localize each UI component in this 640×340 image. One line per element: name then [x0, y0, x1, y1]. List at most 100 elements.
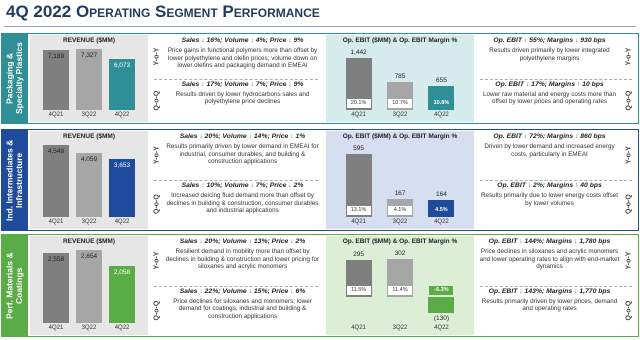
chart-title: Op. EBIT ($MM) & Op. EBIT Margin % — [342, 238, 458, 245]
x-tick-label: 3Q22 — [392, 219, 408, 225]
chart-title: Op. EBIT ($MM) & Op. EBIT Margin % — [342, 37, 458, 44]
comment-headline: Sales ↓ 17%; Volume ↓ 7%; Price ↓ 9% — [181, 80, 304, 88]
divider — [154, 285, 318, 287]
margin-label: 11.4% — [388, 285, 412, 295]
value-label: 595 — [353, 145, 364, 152]
period-label: Y-o-Y — [625, 146, 633, 165]
segment-name: Packaging & Specialty Plastics — [2, 34, 28, 123]
divider — [480, 285, 632, 287]
comment-text: Price gains in functional polymers more … — [167, 47, 318, 70]
segment-name: Ind. Intermediates & Infrastructure — [2, 130, 28, 230]
comment-text: Increased deicing fluid demand more than… — [166, 192, 319, 215]
value-label: 4,548 — [47, 148, 65, 155]
divider — [154, 78, 318, 80]
comment-headline: Sales ↓ 20%; Volume ↓ 14%; Price ↓ 1% — [179, 133, 306, 140]
x-tick-label: 3Q22 — [81, 112, 97, 118]
margin-label: 10.7% — [388, 99, 412, 108]
value-label: 6,073 — [113, 62, 131, 70]
segment-frame — [1, 129, 639, 231]
value-label: 1,442 — [350, 49, 367, 56]
period-label: Q-o-Q — [153, 90, 161, 111]
x-tick-label: 4Q22 — [434, 325, 449, 331]
margin-label: 20.1% — [346, 99, 371, 108]
slide-title: 4Q 2022 Operating Segment Performance — [6, 2, 320, 21]
divider — [480, 180, 632, 181]
value-label: (130) — [433, 315, 450, 322]
x-tick-label: 4Q21 — [351, 325, 366, 331]
x-tick-label: 4Q22 — [114, 325, 130, 331]
margin-label: 4.5% — [429, 206, 454, 215]
comment-text: Price declines for siloxanes and monomer… — [173, 297, 312, 320]
x-tick-label: 4Q22 — [114, 219, 130, 225]
chart-title: REVENUE ($MM) — [62, 238, 115, 245]
chart-title: Op. EBIT ($MM) & Op. EBIT Margin % — [342, 133, 458, 140]
x-tick-label: 4Q22 — [434, 219, 449, 225]
x-tick-label: 3Q22 — [81, 325, 97, 331]
x-tick-label: 4Q22 — [114, 112, 130, 118]
period-label: Q-o-Q — [625, 90, 633, 111]
comment-headline: Op. EBIT ↓ 2%; Margins ↑ 40 bps — [497, 182, 602, 189]
comment-text: Results primarily driven by lower demand… — [166, 143, 319, 166]
value-label: 302 — [394, 250, 406, 257]
comment-text: Driven by lower demand and increased ene… — [484, 143, 615, 158]
title-rule — [4, 26, 636, 27]
value-label: 167 — [394, 190, 406, 198]
period-label: Q-o-Q — [153, 300, 161, 321]
margin-label: -6.3% — [429, 285, 454, 295]
period-label: Y-o-Y — [625, 47, 633, 66]
margin-label: 10.8% — [429, 99, 454, 108]
bar — [109, 266, 136, 323]
margin-label: 4.1% — [388, 206, 412, 215]
period-label: Y-o-Y — [153, 251, 161, 270]
bar — [109, 159, 136, 217]
period-label: Q-o-Q — [625, 300, 633, 321]
bar — [42, 50, 69, 110]
bar — [76, 152, 102, 217]
comment-headline: Op. EBIT ↓ 17%; Margins ↑ 10 bps — [495, 80, 604, 88]
comment-headline: Sales ↓ 20%; Volume ↓ 13%; Price ↓ 2% — [179, 238, 306, 245]
margin-label: 11.5% — [346, 285, 371, 295]
value-label: 2,058 — [113, 269, 131, 277]
comment-headline: Op. EBIT ↓ 72%; Margins ↓ 860 bps — [493, 133, 606, 140]
chart-title: REVENUE ($MM) — [62, 133, 115, 140]
x-tick-label: 4Q22 — [434, 112, 449, 118]
comment-headline: Op. EBIT ↓ 55%; Margins ↓ 930 bps — [493, 37, 606, 44]
comment-headline: Op. EBIT ↓ 143%; Margins ↓ 1,770 bps — [488, 287, 611, 295]
period-label: Q-o-Q — [625, 194, 633, 215]
comment-headline: Sales ↓ 10%; Volume ↓ 7%; Price ↓ 2% — [181, 182, 304, 189]
value-label: 2,558 — [47, 255, 65, 263]
comment-text: Lower raw material and energy costs more… — [483, 90, 616, 106]
value-label: 3,653 — [113, 162, 131, 170]
value-label: 4,059 — [80, 155, 98, 163]
x-tick-label: 4Q21 — [351, 112, 366, 118]
x-tick-label: 4Q21 — [351, 219, 366, 225]
divider — [154, 180, 318, 181]
x-tick-label: 3Q22 — [392, 112, 408, 118]
x-tick-label: 3Q22 — [81, 219, 97, 225]
bar — [109, 59, 136, 110]
x-tick-label: 3Q22 — [392, 325, 408, 331]
period-label: Y-o-Y — [625, 251, 633, 270]
comment-text: Results driven primarily by lower integr… — [489, 47, 610, 62]
comment-text: Results primarily driven by lower prices… — [481, 297, 618, 313]
bar — [42, 252, 69, 323]
value-label: 655 — [436, 77, 447, 85]
bar — [76, 250, 102, 323]
period-label: Y-o-Y — [153, 47, 161, 66]
comment-text: Results primarily due to lower energy co… — [480, 192, 619, 207]
x-tick-label: 4Q21 — [48, 325, 64, 331]
x-tick-label: 4Q21 — [48, 112, 64, 118]
value-label: 2,654 — [80, 253, 98, 260]
comment-text: Results driven by lower hydrocarbons sal… — [175, 90, 310, 106]
comment-text: Price declines in siloxanes and acrylic … — [479, 248, 620, 271]
value-label: 785 — [394, 72, 406, 80]
x-tick-label: 4Q21 — [48, 219, 64, 225]
value-label: 7,189 — [47, 53, 65, 61]
chart-title: REVENUE ($MM) — [62, 37, 115, 44]
period-label: Y-o-Y — [153, 146, 161, 165]
margin-label: 13.1% — [346, 206, 371, 215]
period-label: Q-o-Q — [153, 194, 161, 215]
divider — [480, 78, 632, 80]
value-label: 164 — [436, 190, 447, 198]
